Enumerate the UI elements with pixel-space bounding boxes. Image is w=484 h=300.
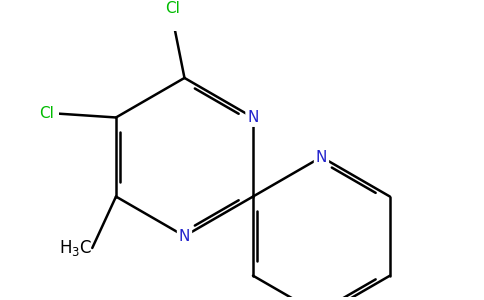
- Text: Cl: Cl: [165, 1, 180, 16]
- Text: $\mathsf{H_3C}$: $\mathsf{H_3C}$: [59, 238, 92, 258]
- Text: Cl: Cl: [39, 106, 54, 121]
- Text: N: N: [179, 229, 190, 244]
- Text: N: N: [316, 149, 327, 164]
- Text: N: N: [247, 110, 258, 125]
